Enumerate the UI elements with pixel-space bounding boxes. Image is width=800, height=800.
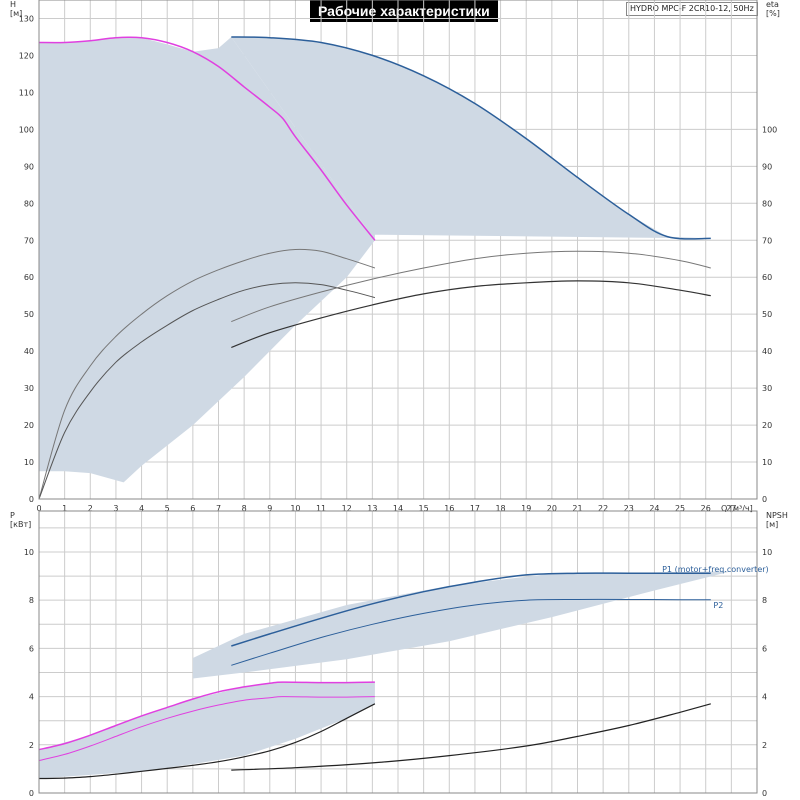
y-tick-label-left: 90: [24, 162, 34, 171]
plot-frame: [38, 0, 758, 500]
x-tick-label: 13: [367, 504, 377, 513]
x-tick-label: 23: [624, 504, 634, 513]
y-tick-label-left: 8: [29, 596, 34, 605]
y-tick-label-right: 0: [762, 495, 767, 504]
x-tick-label: 24: [649, 504, 659, 513]
x-tick-label: 3: [113, 504, 118, 513]
x-tick-label: 0: [36, 504, 41, 513]
P2-1pump: [38, 696, 375, 761]
x-tick-label: 16: [444, 504, 454, 513]
P2-2pumps: [231, 598, 711, 666]
y-tick-label-left: 110: [19, 88, 34, 97]
y-axis-label-left: H: [10, 0, 16, 9]
y-tick-label-left: 130: [19, 14, 34, 23]
y-tick-label-left: 4: [29, 693, 34, 702]
chart-title: Рабочие характеристики: [310, 0, 498, 22]
x-tick-label: 7: [216, 504, 221, 513]
y-tick-label-right: 30: [762, 384, 772, 393]
operating-area-2-pumps: [231, 37, 711, 241]
y-tick-label-left: 70: [24, 236, 34, 245]
p2-label: P2: [713, 601, 723, 610]
y-tick-label-left: 60: [24, 273, 34, 282]
y-tick-label-right: 80: [762, 199, 772, 208]
NPSH-2pumps: [231, 703, 711, 771]
y-tick-label-right: 90: [762, 162, 772, 171]
y-tick-label-right: 10: [762, 458, 772, 467]
x-tick-label: 10: [290, 504, 300, 513]
y-axis-label-left: [м]: [10, 9, 22, 18]
pump-curve-plot: 0102030405060708090100110120130010203040…: [10, 0, 780, 513]
eta-2pumps-upper: [231, 250, 711, 323]
NPSH-1pump: [38, 703, 376, 780]
eta-1pump-lower: [38, 282, 376, 500]
y-tick-label-left: 6: [29, 644, 34, 653]
y-axis-label-right: eta: [766, 0, 779, 9]
x-tick-label: 17: [470, 504, 480, 513]
x-tick-label: 11: [316, 504, 326, 513]
y-tick-label-right: 60: [762, 273, 772, 282]
y-axis-label-right: [%]: [766, 9, 780, 18]
y-tick-label-right: 10: [762, 548, 772, 557]
x-tick-label: 20: [547, 504, 557, 513]
y-tick-label-right: 2: [762, 741, 767, 750]
eta-2pumps-lower: [231, 280, 711, 349]
x-tick-label: 27: [726, 504, 736, 513]
y-tick-label-right: 8: [762, 596, 767, 605]
y-tick-label-left: 0: [29, 495, 34, 504]
x-tick-label: 5: [165, 504, 170, 513]
y-tick-label-left: 0: [29, 789, 34, 798]
y-tick-label-left: 30: [24, 384, 34, 393]
power-area-1-pump: [39, 682, 375, 779]
x-tick-label: 1: [62, 504, 67, 513]
x-tick-label: 25: [675, 504, 685, 513]
y-tick-label-left: 50: [24, 310, 34, 319]
x-tick-label: 8: [242, 504, 247, 513]
y-tick-label-right: 40: [762, 347, 772, 356]
y-tick-label-left: 40: [24, 347, 34, 356]
y-tick-label-left: 20: [24, 421, 34, 430]
y-axis-label-right: NPSH: [766, 511, 788, 520]
P1-1pump: [38, 681, 375, 751]
y-tick-label-right: 4: [762, 693, 767, 702]
x-tick-label: 12: [342, 504, 352, 513]
x-tick-label: 22: [598, 504, 608, 513]
y-tick-label-right: 100: [762, 125, 777, 134]
x-tick-label: 2: [88, 504, 93, 513]
p1-label: P1 (motor+freq.converter): [662, 565, 769, 574]
x-tick-label: 15: [419, 504, 429, 513]
x-tick-label: 26: [701, 504, 711, 513]
x-tick-label: 4: [139, 504, 144, 513]
power-area-2-pumps: [192, 571, 732, 679]
y-tick-label-left: 120: [19, 51, 34, 60]
y-tick-label-right: 6: [762, 644, 767, 653]
x-tick-label: 18: [495, 504, 505, 513]
y-tick-label-left: 2: [29, 741, 34, 750]
y-axis-label-left: [кВт]: [10, 520, 31, 529]
H-2pumps-blue: [231, 36, 711, 240]
y-axis-label-right: [м]: [766, 520, 778, 529]
H-1pump-magenta: [38, 36, 376, 241]
power-npsh-plot: 0 2 4 6 8 10 0 2 4 6 8 10 P[кВт] NPSH[м] P1 (motor+fre…: [10, 510, 788, 798]
P1-2pumps: [231, 572, 711, 647]
y-tick-label-left: 10: [24, 548, 34, 557]
x-axis-label: Q [м³/ч]: [721, 504, 753, 513]
operating-area-1-pump: [39, 37, 375, 483]
y-axis-label-left: P: [10, 511, 15, 520]
y-tick-label-left: 80: [24, 199, 34, 208]
x-tick-label: 9: [267, 504, 272, 513]
y-tick-label-left: 100: [19, 125, 34, 134]
y-tick-label-right: 70: [762, 236, 772, 245]
plot-frame: [38, 510, 758, 794]
x-tick-label: 6: [190, 504, 195, 513]
eta-1pump-upper: [38, 248, 376, 500]
y-tick-label-right: 20: [762, 421, 772, 430]
x-tick-label: 19: [521, 504, 531, 513]
y-tick-label-left: 10: [24, 458, 34, 467]
y-tick-label-right: 0: [762, 789, 767, 798]
y-tick-label-right: 50: [762, 310, 772, 319]
x-tick-label: 14: [393, 504, 403, 513]
x-tick-label: 21: [572, 504, 582, 513]
